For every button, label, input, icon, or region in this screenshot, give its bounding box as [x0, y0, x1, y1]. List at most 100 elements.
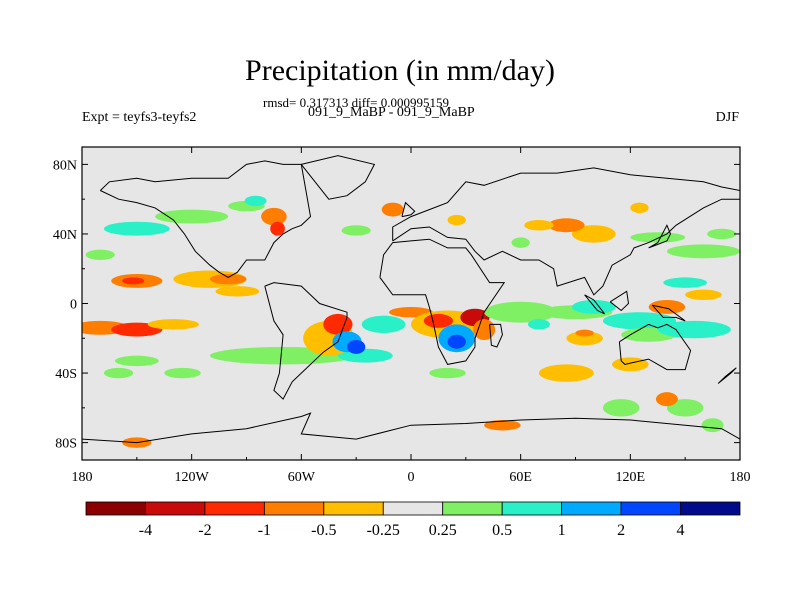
anomaly-patch: [381, 202, 404, 217]
coastline-borneo: [609, 290, 630, 312]
colorbar-box: [145, 501, 206, 516]
anomaly-patch: [566, 331, 603, 346]
rmsd-diff-label: rmsd= 0.317313 diff= 0.000995159: [263, 95, 449, 110]
coastline-australia: [618, 323, 692, 371]
anomaly-patch: [602, 399, 640, 417]
x-tick-label: 120E: [616, 470, 646, 485]
colorbar-box: [382, 501, 444, 516]
anomaly-patch: [548, 218, 585, 233]
coastline-new-zealand: [717, 367, 737, 384]
colorbar-box: [501, 501, 563, 516]
coastline-uk: [401, 201, 416, 218]
coastline-antarctica: [82, 412, 740, 444]
x-tick-label: 60E: [509, 470, 532, 485]
x-tick-label: 60W: [288, 470, 316, 485]
anomaly-patch: [270, 221, 285, 236]
anomaly-patch: [215, 286, 260, 297]
colorbar-label: -1: [258, 522, 271, 539]
coastline-north-america: [99, 160, 312, 278]
colorbar-label: 0.25: [429, 522, 457, 539]
colorbar-box: [263, 501, 325, 516]
experiment-label: Expt = teyfs3-teyfs2: [82, 110, 197, 125]
x-tick-label: 0: [408, 470, 415, 485]
anomaly-patch: [347, 340, 366, 354]
x-tick-label: 120W: [175, 470, 210, 485]
anomaly-patch: [244, 195, 267, 207]
anomaly-patch: [524, 220, 554, 231]
coastline-new-guinea: [651, 304, 686, 322]
colorbar-label: 0.5: [492, 522, 512, 539]
anomaly-patch: [527, 319, 550, 330]
coastline-greenland: [300, 155, 376, 200]
anomaly-patch: [361, 315, 406, 334]
colorbar-box: [442, 501, 503, 516]
colorbar-label: 4: [677, 522, 685, 539]
anomaly-patch: [484, 301, 558, 323]
anomaly-patch: [423, 313, 454, 328]
anomaly-patch: [429, 367, 466, 379]
y-tick-label: 40N: [53, 228, 77, 243]
colorbar-label: -0.25: [367, 522, 400, 539]
anomaly-patch: [538, 364, 594, 382]
anomaly-patch: [122, 277, 145, 285]
y-tick-label: 0: [70, 298, 77, 313]
season-label: DJF: [715, 110, 739, 125]
colorbar-label: -4: [139, 522, 152, 539]
anomaly-patch: [666, 244, 740, 259]
anomaly-patch: [657, 320, 731, 339]
coastline-south-america: [264, 282, 348, 400]
anomaly-patch: [655, 392, 678, 407]
anomaly-patch: [103, 367, 134, 379]
anomaly-patch: [663, 277, 708, 288]
anomaly-patch: [612, 357, 649, 372]
anomaly-patch: [701, 418, 724, 433]
anomaly-patch: [155, 209, 229, 224]
anomaly-patch: [103, 221, 170, 236]
anomaly-patch: [114, 355, 159, 367]
anomaly-patch: [323, 313, 353, 335]
anomaly-patch: [602, 312, 677, 330]
anomaly-patch: [707, 228, 737, 240]
anomaly-patch: [575, 329, 594, 337]
anomaly-patch: [630, 232, 686, 243]
colorbar-box: [85, 501, 146, 516]
colorbar-label: 1: [558, 522, 566, 539]
colorbar-label: 2: [617, 522, 625, 539]
x-tick-label: 180: [730, 470, 751, 485]
colorbar-box: [680, 501, 741, 516]
anomaly-patch: [630, 202, 649, 214]
colorbar-label: -2: [198, 522, 211, 539]
anomaly-patch: [484, 420, 521, 431]
colorbar-box: [561, 501, 622, 516]
anomaly-patch: [85, 249, 115, 261]
colorbar-label: -0.5: [311, 522, 336, 539]
anomaly-patch: [164, 367, 201, 379]
x-tick-label: 180: [72, 470, 93, 485]
anomaly-patch: [511, 237, 530, 248]
anomaly-patch: [571, 225, 616, 243]
anomaly-patch: [648, 300, 686, 314]
anomaly-patch: [571, 300, 616, 314]
anomaly-patch: [473, 319, 496, 341]
anomaly-patch: [147, 319, 199, 330]
case-label: 091_9_MaBP - 091_9_MaBP: [308, 105, 475, 120]
coastline-africa: [379, 238, 506, 365]
y-tick-label: 40S: [55, 367, 77, 382]
map-background: [82, 147, 740, 460]
anomaly-patch: [447, 214, 466, 226]
coastline-eurasia: [392, 167, 740, 296]
anomaly-patch: [447, 334, 466, 349]
colorbar-box: [620, 501, 681, 516]
coastline-japan: [648, 224, 672, 249]
anomaly-patch: [685, 289, 722, 301]
coastline-sumatra: [584, 294, 606, 315]
y-tick-label: 80N: [53, 158, 77, 173]
colorbar-box: [204, 501, 265, 516]
anomaly-patch: [666, 399, 704, 417]
chart-title: Precipitation (in mm/day): [245, 54, 555, 87]
anomaly-patch: [341, 225, 371, 236]
coastline-madagascar: [489, 323, 503, 348]
y-tick-label: 80S: [55, 437, 77, 452]
anomaly-patch: [261, 207, 287, 226]
